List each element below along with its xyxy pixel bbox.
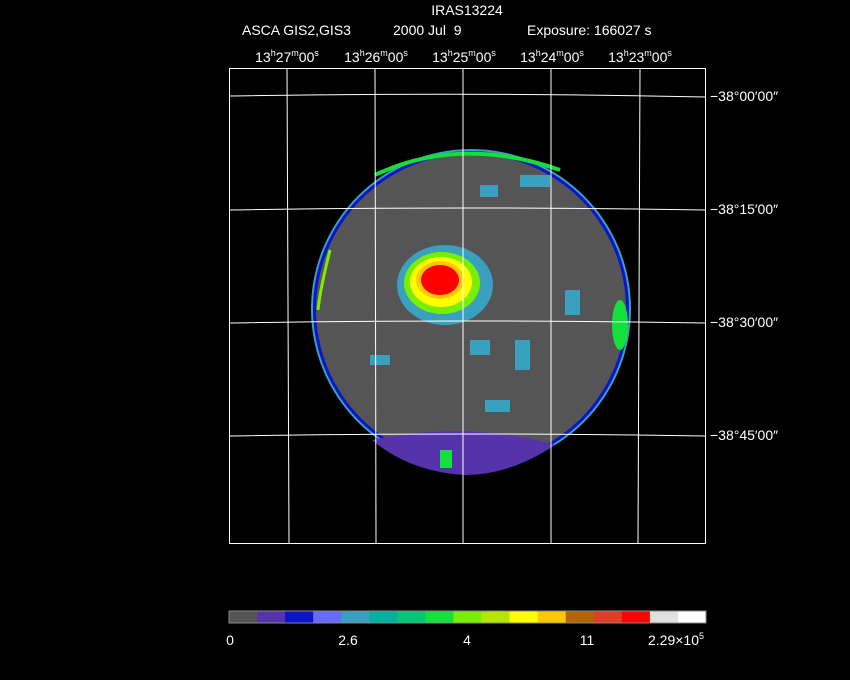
edge-spot (612, 300, 628, 350)
color-swatch (509, 611, 539, 623)
text-part: 00 (564, 49, 580, 65)
label: 2.6 (338, 632, 358, 648)
text-part: 13 (255, 49, 271, 65)
rim-glow (374, 151, 561, 177)
coordinate-grid (228, 67, 707, 544)
color-swatch (649, 611, 679, 623)
color-swatch (677, 611, 707, 623)
spot (440, 450, 452, 468)
exposure: Exposure: 166027 s (527, 22, 652, 38)
noise (520, 175, 550, 187)
text-part: 24 (541, 49, 557, 65)
superscript: s (491, 48, 496, 58)
color-swatch (425, 611, 454, 623)
noise (370, 355, 390, 365)
label: 13h26m00s (344, 48, 408, 65)
superscript: h (536, 48, 541, 58)
ra-line (374, 67, 377, 544)
text-part: 26 (365, 49, 381, 65)
ra-line (637, 67, 641, 544)
label: 0 (226, 632, 234, 648)
object-name: IRAS13224 (431, 2, 503, 18)
text-part: 00 (652, 49, 668, 65)
dec-line (228, 207, 707, 211)
superscript: s (667, 48, 672, 58)
noise (485, 400, 510, 412)
label: 13h27m00s (255, 48, 319, 65)
superscript: s (314, 48, 319, 58)
colorbar: 0 2.6 4 11 2.29×105 (226, 610, 707, 648)
text-part: 00 (388, 49, 404, 65)
noise (515, 340, 530, 370)
label: 2.29×105 (648, 631, 704, 648)
superscript: s (579, 48, 584, 58)
color-swatch (621, 611, 651, 623)
text-part: 13 (608, 49, 624, 65)
dec-line (228, 433, 707, 437)
color-swatch (341, 611, 370, 623)
text-part: 00 (299, 49, 315, 65)
text-part: 13 (520, 49, 536, 65)
dec-label: −38°00′00″ (710, 88, 778, 104)
text-part: 0 (226, 632, 234, 648)
dec-line (228, 320, 707, 324)
source-core (421, 265, 459, 295)
text-part: 2.29×10 (648, 632, 699, 648)
instrument: ASCA GIS2,GIS3 (242, 22, 351, 38)
colorbar-frame (228, 610, 707, 624)
superscript: m (380, 48, 388, 58)
color-swatch (481, 611, 511, 623)
superscript: h (271, 48, 276, 58)
superscript: h (448, 48, 453, 58)
ra-line (286, 67, 290, 544)
text-part: 11 (580, 632, 595, 648)
superscript: h (624, 48, 629, 58)
frame (229, 68, 706, 544)
color-swatch (229, 611, 258, 623)
label: 11 (580, 632, 595, 648)
color-swatch (369, 611, 398, 623)
text-part: 23 (629, 49, 645, 65)
noise (480, 185, 498, 197)
color-swatch (313, 611, 342, 623)
text-part: 13 (432, 49, 448, 65)
superscript: 5 (699, 631, 704, 641)
color-swatch (593, 611, 623, 623)
noise (565, 290, 580, 315)
superscript: m (644, 48, 652, 58)
text-part: 00 (476, 49, 492, 65)
superscript: s (403, 48, 408, 58)
text-part: 27 (276, 49, 292, 65)
color-swatch (257, 611, 286, 623)
ra-labels: 13h27m00s 13h26m00s 13h25m00s 13h24m00s 13h2… (255, 48, 672, 65)
text-part: 25 (453, 49, 469, 65)
superscript: m (468, 48, 476, 58)
label: 13h24m00s (520, 48, 584, 65)
color-swatch (453, 611, 483, 623)
dec-label: −38°15′00″ (710, 201, 778, 217)
color-swatch (285, 611, 314, 623)
superscript: m (291, 48, 299, 58)
date: 2000 Jul 9 (393, 22, 462, 38)
superscript: m (556, 48, 564, 58)
rim-glow (316, 249, 332, 311)
label: 13h23m00s (608, 48, 672, 65)
text-part: 2.6 (338, 632, 358, 648)
color-swatch (537, 611, 567, 623)
label: 13h25m00s (432, 48, 496, 65)
dec-line (228, 93, 707, 98)
superscript: h (360, 48, 365, 58)
dec-label: −38°45′00″ (710, 427, 778, 443)
dec-label: −38°30′00″ (710, 314, 778, 330)
label: 4 (463, 632, 471, 648)
noise (470, 340, 490, 355)
text-part: 13 (344, 49, 360, 65)
color-swatch (397, 611, 426, 623)
color-swatch (565, 611, 595, 623)
text-part: 4 (463, 632, 471, 648)
